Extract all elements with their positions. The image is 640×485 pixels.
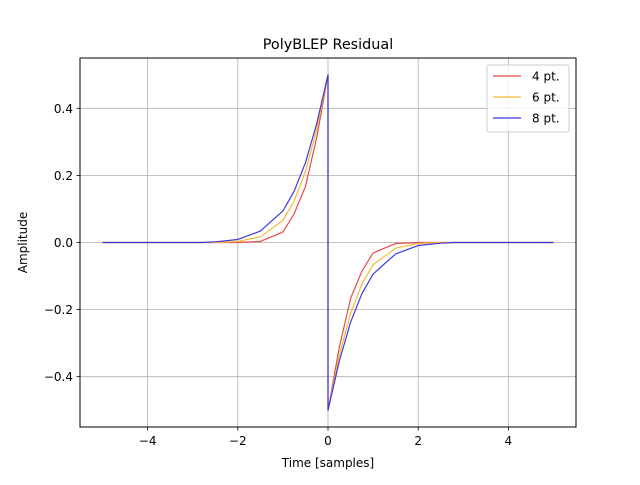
legend: 4 pt. 6 pt. 8 pt.	[486, 64, 570, 133]
series-lines	[102, 74, 554, 411]
x-axis-ticks: −4 −2 0 2 4	[139, 427, 512, 448]
chart-title: PolyBLEP Residual	[263, 37, 394, 53]
y-axis-label: Amplitude	[16, 212, 30, 274]
y-tick-label: 0.2	[54, 169, 73, 183]
x-tick-label: 2	[414, 434, 422, 448]
x-tick-label: −2	[229, 434, 247, 448]
x-tick-label: 0	[324, 434, 332, 448]
series-line-8-pt	[102, 74, 554, 411]
y-tick-label: −0.4	[44, 370, 73, 384]
y-tick-label: 0.4	[54, 102, 73, 116]
y-tick-label: 0.0	[54, 236, 73, 250]
y-axis-ticks: −0.4 −0.2 0.0 0.2 0.4	[44, 102, 80, 384]
legend-box	[486, 64, 570, 133]
legend-label: 8 pt.	[532, 112, 560, 126]
x-tick-label: −4	[139, 434, 157, 448]
y-tick-label: −0.2	[44, 303, 73, 317]
legend-label: 6 pt.	[532, 91, 560, 105]
x-axis-label: Time [samples]	[281, 456, 374, 470]
legend-label: 4 pt.	[532, 70, 560, 84]
x-tick-label: 4	[505, 434, 513, 448]
